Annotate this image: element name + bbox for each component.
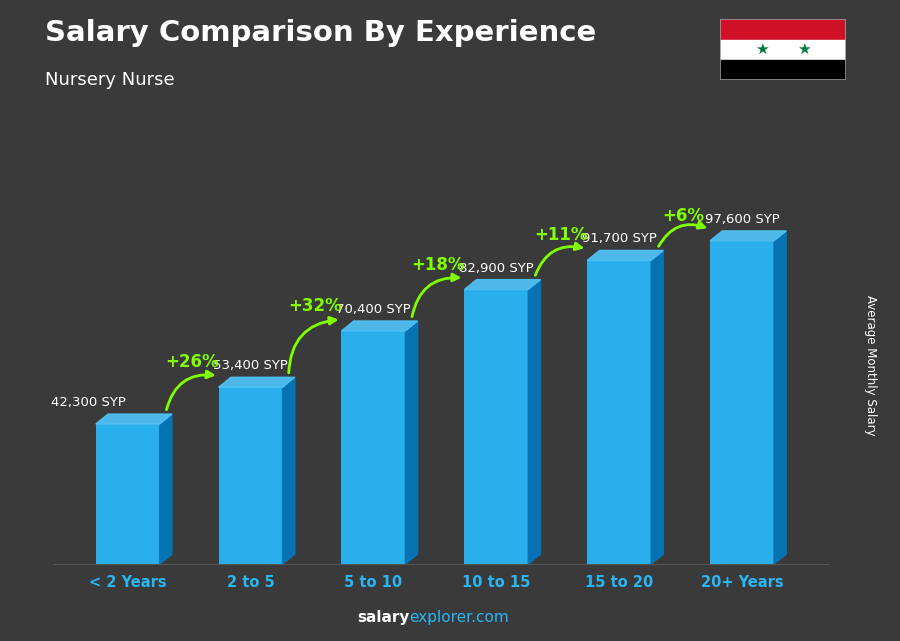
Bar [720,60,846,80]
Polygon shape [95,414,172,424]
Text: 70,400 SYP: 70,400 SYP [336,303,410,316]
Polygon shape [219,378,295,387]
Text: 42,300 SYP: 42,300 SYP [51,396,126,409]
Bar [219,387,283,564]
Text: 91,700 SYP: 91,700 SYP [581,233,657,246]
Polygon shape [710,231,787,241]
Text: 82,900 SYP: 82,900 SYP [459,262,534,274]
Text: ★: ★ [797,42,811,57]
Polygon shape [774,231,787,564]
Text: ★: ★ [755,42,769,57]
Text: Nursery Nurse: Nursery Nurse [45,71,175,88]
Text: salary: salary [357,610,410,625]
Bar [720,19,846,40]
Polygon shape [651,251,663,564]
Text: +11%: +11% [534,226,588,244]
Bar [341,331,405,564]
Polygon shape [405,321,418,564]
Text: Average Monthly Salary: Average Monthly Salary [865,295,878,436]
Polygon shape [341,321,418,331]
Text: +6%: +6% [662,207,705,225]
Text: 53,400 SYP: 53,400 SYP [213,360,288,372]
Text: +26%: +26% [166,353,219,371]
Text: Salary Comparison By Experience: Salary Comparison By Experience [45,19,596,47]
Text: explorer.com: explorer.com [410,610,509,625]
Polygon shape [159,414,172,564]
Bar [587,260,651,564]
Text: +18%: +18% [411,256,464,274]
Polygon shape [464,279,541,290]
Polygon shape [528,279,541,564]
Polygon shape [283,378,295,564]
Text: +32%: +32% [288,297,342,315]
Bar [464,290,528,564]
Bar [720,40,846,60]
Text: 97,600 SYP: 97,600 SYP [705,213,779,226]
Bar [95,424,159,564]
Polygon shape [587,251,663,260]
Bar [710,241,774,564]
